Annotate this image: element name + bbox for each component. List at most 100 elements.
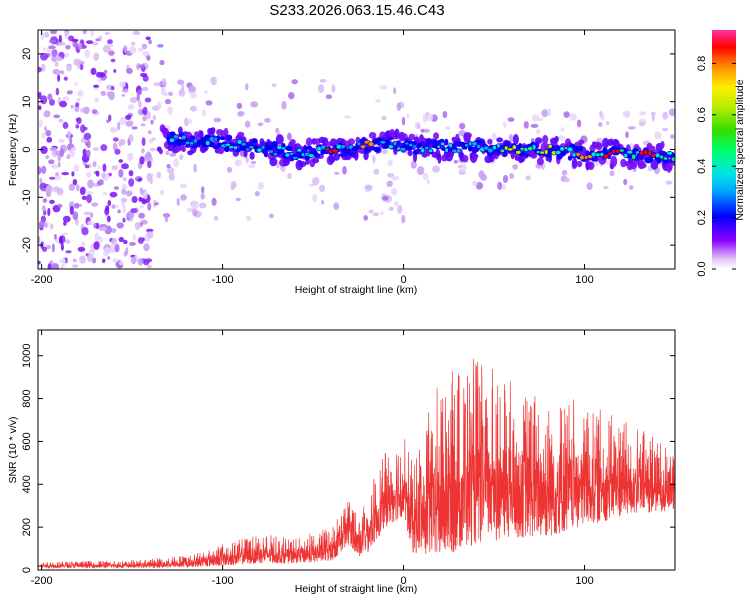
ridge-peak-blob	[666, 151, 673, 156]
noise-blob	[281, 100, 287, 110]
noise-blob	[381, 115, 387, 121]
ridge-peak-blob	[168, 137, 175, 143]
ridge-peak-blob	[631, 154, 637, 160]
ridge-peak-blob	[431, 144, 438, 149]
noise-blob	[81, 227, 89, 236]
ridge-peak-blob	[471, 141, 478, 147]
noise-blob	[478, 170, 485, 179]
noise-blob	[213, 117, 222, 123]
ridge-peak-blob	[671, 156, 675, 162]
noise-blob	[114, 148, 121, 155]
noise-blob	[159, 59, 165, 66]
noise-blob	[156, 101, 162, 110]
noise-blob	[97, 179, 104, 186]
ridge-peak-blob	[408, 142, 414, 147]
noise-blob	[128, 178, 135, 187]
ridge-halo-blob	[249, 151, 255, 160]
noise-blob	[136, 93, 140, 102]
noise-blob	[46, 136, 53, 143]
noise-blob	[49, 199, 55, 204]
x-tick-label: -200	[31, 575, 53, 587]
noise-blob	[49, 176, 56, 180]
ridge-halo-blob	[269, 157, 278, 167]
noise-blob	[139, 156, 145, 165]
noise-blob	[453, 160, 458, 164]
noise-blob	[111, 237, 118, 245]
noise-blob	[141, 137, 146, 147]
noise-blob	[471, 180, 478, 186]
noise-blob	[372, 212, 379, 217]
noise-blob	[560, 126, 564, 132]
noise-blob	[401, 214, 406, 224]
ridge-peak-blob	[543, 149, 549, 155]
ridge-peak-blob	[340, 144, 346, 150]
ridge-peak-blob	[240, 142, 247, 147]
ridge-halo-blob	[576, 160, 583, 168]
noise-blob	[73, 58, 82, 66]
noise-blob	[426, 179, 431, 185]
spectrogram-x-ticks: -200 -100 0 100	[31, 30, 594, 286]
noise-blob	[387, 173, 395, 178]
noise-blob	[72, 258, 77, 263]
noise-blob	[47, 263, 52, 269]
noise-blob	[75, 124, 80, 129]
noise-blob	[577, 119, 582, 128]
noise-blob	[83, 132, 92, 140]
noise-blob	[38, 66, 43, 73]
colorbar: 0.0 0.2 0.4 0.6 0.8 Normalized spectral ampl…	[696, 30, 746, 277]
noise-blob	[502, 183, 506, 190]
noise-blob	[60, 243, 64, 251]
noise-blob	[117, 209, 121, 214]
noise-blob	[167, 106, 173, 116]
noise-blob	[382, 195, 389, 201]
noise-blob	[169, 153, 177, 157]
ridge-halo-blob	[407, 149, 413, 157]
ridge-core-blob	[433, 139, 438, 144]
noise-blob	[46, 244, 51, 250]
noise-blob	[375, 99, 382, 103]
ridge-peak-blob	[351, 146, 359, 151]
noise-blob	[393, 201, 399, 207]
noise-blob	[125, 190, 133, 197]
ridge-core-blob	[373, 146, 381, 153]
noise-blob	[101, 172, 106, 179]
noise-blob	[93, 84, 100, 88]
noise-blob	[143, 190, 148, 200]
noise-blob	[191, 201, 199, 210]
noise-blob	[131, 196, 138, 203]
noise-blob	[92, 257, 97, 264]
ridge-peak-blob	[367, 141, 375, 147]
noise-blob	[119, 116, 126, 126]
noise-blob	[102, 163, 107, 172]
noise-blob	[426, 113, 433, 122]
noise-blob	[523, 121, 529, 129]
noise-blob	[257, 181, 264, 190]
ridge-peak-blob	[566, 146, 574, 153]
noise-blob	[396, 102, 401, 111]
noise-blob	[100, 90, 107, 97]
ridge-halo-blob	[639, 162, 647, 169]
noise-blob	[176, 197, 180, 206]
ridge-halo-blob	[578, 139, 585, 145]
noise-blob	[38, 91, 42, 99]
ridge-core-blob	[593, 155, 599, 162]
noise-blob	[82, 30, 87, 35]
ridge-peak-blob	[201, 136, 207, 141]
noise-blob	[100, 226, 108, 231]
ridge-peak-blob	[245, 147, 250, 152]
noise-blob	[58, 42, 66, 46]
ridge-core-blob	[420, 141, 425, 146]
ridge-peak-blob	[436, 144, 441, 149]
ridge-core-blob	[386, 136, 394, 141]
ridge-peak-blob	[535, 150, 541, 154]
noise-blob	[131, 126, 138, 130]
ridge-peak-blob	[205, 140, 211, 146]
noise-blob	[288, 92, 295, 100]
ridge-peak-blob	[464, 143, 469, 148]
snr-x-ticks: -200 -100 0 100	[31, 330, 594, 587]
x-tick-label: -100	[212, 575, 234, 587]
noise-blob	[132, 234, 137, 241]
noise-blob	[63, 53, 70, 58]
ridge-peak-blob	[268, 149, 274, 154]
ridge-peak-blob	[647, 150, 653, 156]
